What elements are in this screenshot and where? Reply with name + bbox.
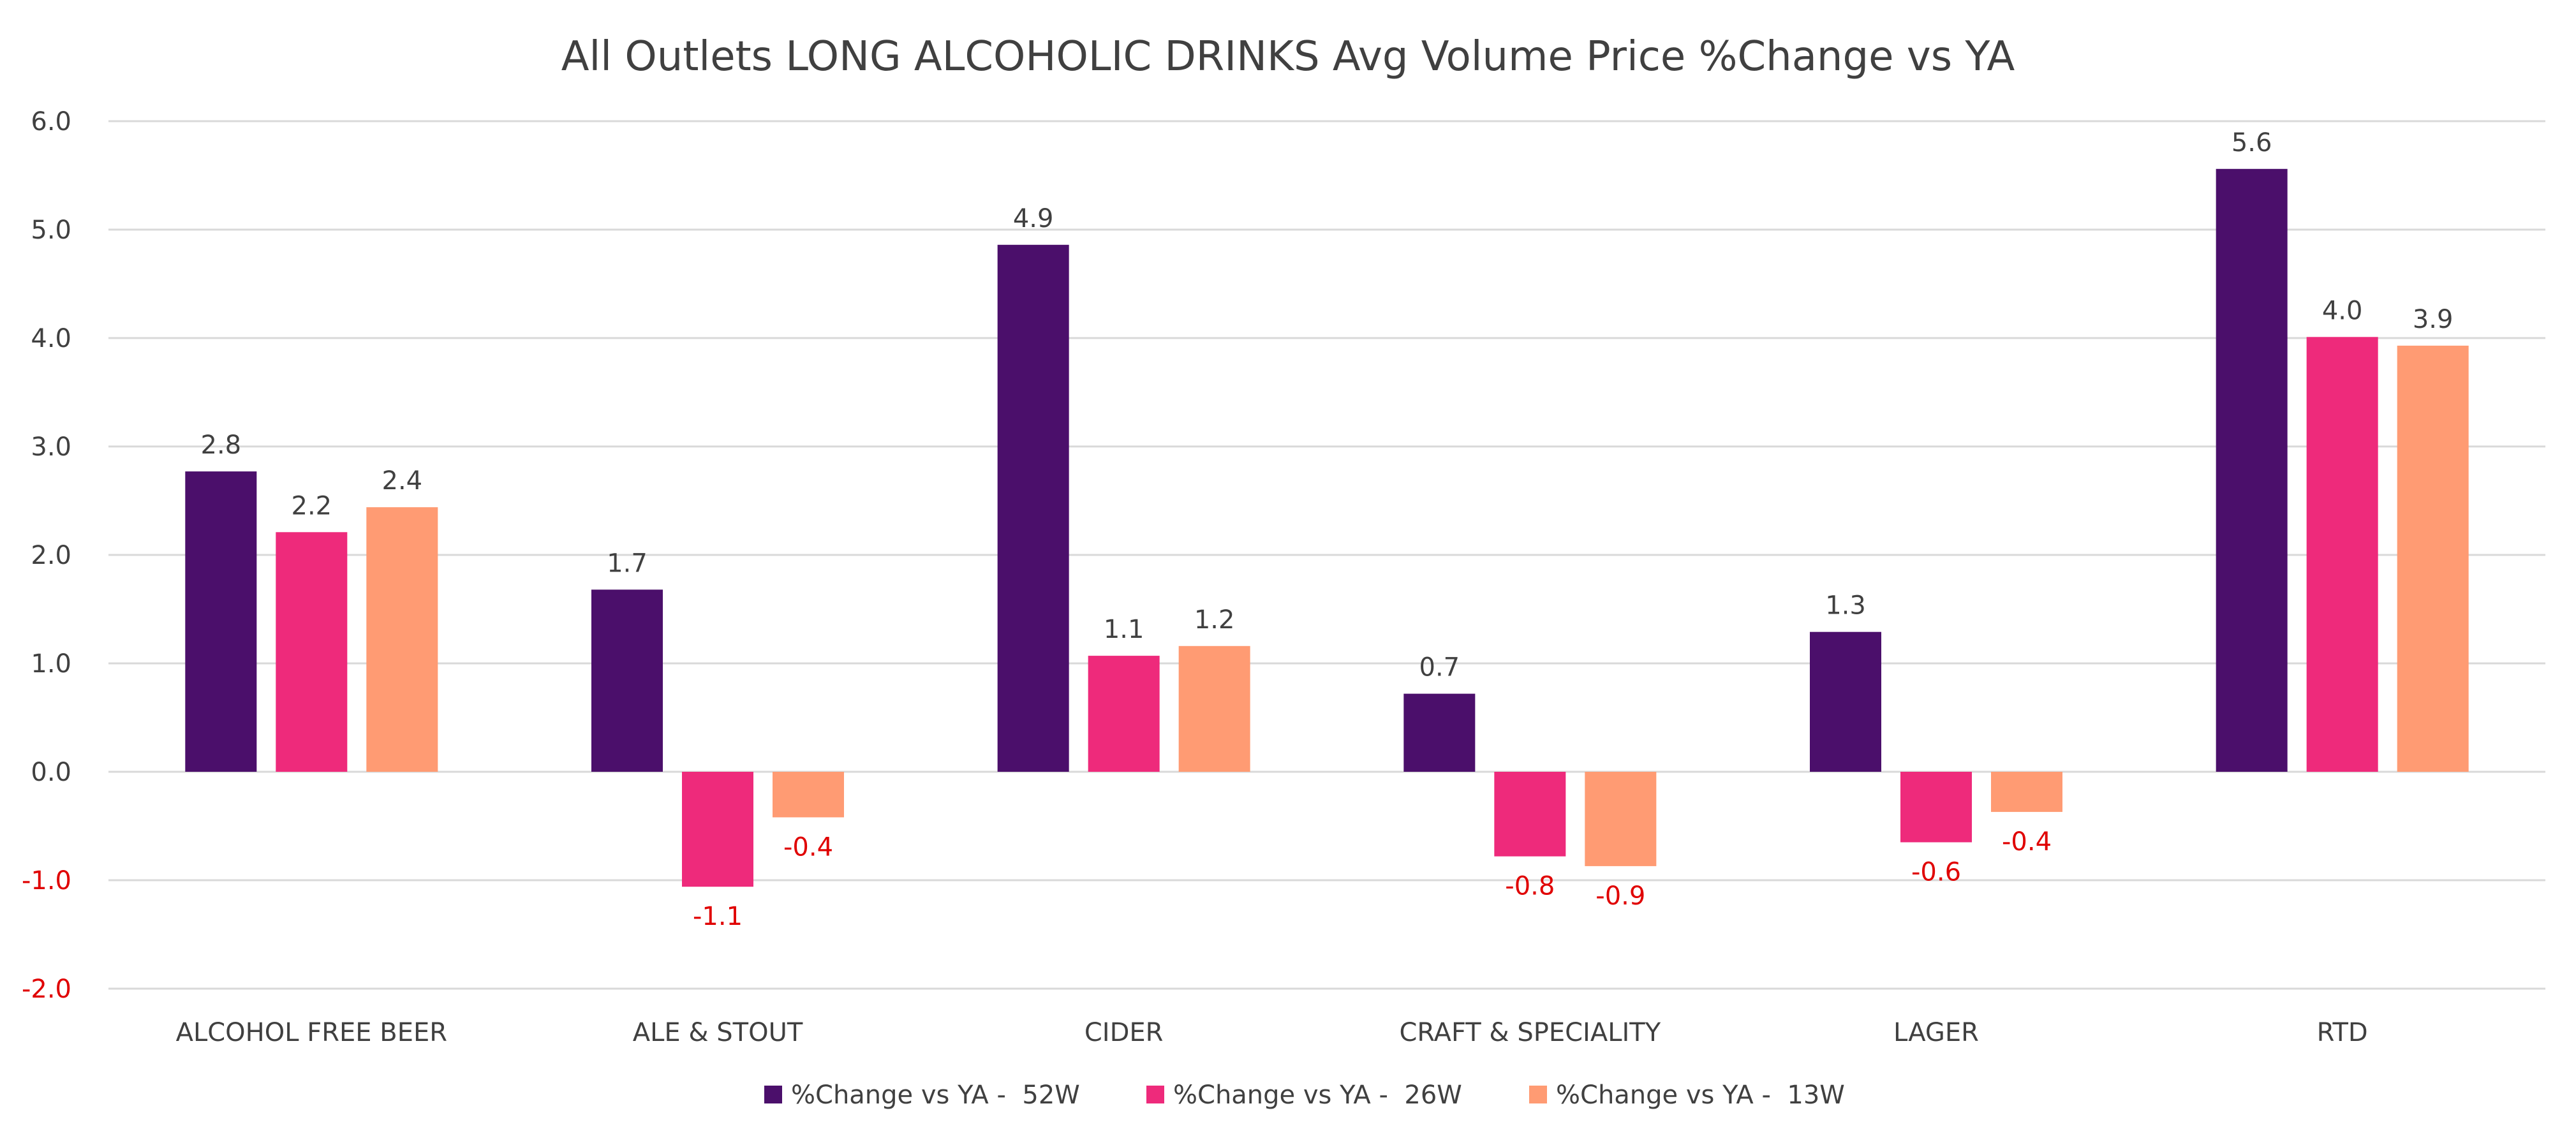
data-label: -0.8 (1505, 872, 1555, 901)
data-label: 2.2 (292, 491, 332, 520)
category-label: RTD (2317, 1018, 2368, 1047)
gridlines (108, 120, 2545, 990)
x-axis-categories: ALCOHOL FREE BEER ALE & STOUT CIDER CRAFT &… (176, 1018, 2368, 1047)
category-label: CIDER (1084, 1018, 1164, 1047)
bar (1991, 772, 2062, 812)
bar (1178, 645, 1250, 772)
bar (1900, 772, 1972, 843)
data-labels: 2.8 2.2 2.4 1.7 -1.1 -0.4 4.9 1.1 1.2 0.7 -0.8 -0.9… (201, 128, 2454, 931)
bar (366, 507, 438, 772)
y-axis-ticks: 6.0 5.0 4.0 3.0 2.0 1.0 0.0 -1.0 -2.0 (22, 107, 71, 1004)
legend-swatch (1146, 1086, 1164, 1103)
y-tick-label: 1.0 (31, 649, 71, 679)
y-tick-label: 0.0 (31, 758, 71, 787)
legend-label: %Change vs YA - 26W (1173, 1081, 1462, 1110)
legend-swatch (764, 1086, 782, 1103)
legend-label: %Change vs YA - 13W (1556, 1081, 1845, 1110)
bar (2216, 168, 2288, 772)
data-label: 1.2 (1194, 605, 1235, 635)
data-label: 1.7 (607, 549, 648, 578)
bar (2397, 345, 2469, 772)
category-label: CRAFT & SPECIALITY (1400, 1018, 1661, 1047)
data-label: 2.8 (201, 431, 242, 460)
bar (773, 772, 844, 818)
bar (1088, 656, 1160, 772)
data-label: 2.4 (382, 466, 423, 496)
data-label: 0.7 (1419, 653, 1460, 682)
bar (1585, 772, 1657, 866)
bar (682, 772, 753, 887)
legend-label: %Change vs YA - 52W (791, 1081, 1080, 1110)
y-tick-label: -1.0 (22, 866, 71, 896)
data-label: 1.3 (1825, 591, 1866, 621)
bar (2306, 337, 2378, 772)
data-label: 3.9 (2413, 305, 2454, 334)
y-tick-label: 2.0 (31, 541, 71, 570)
bar (1494, 772, 1566, 857)
bar (591, 589, 663, 772)
data-label: -0.9 (1595, 882, 1645, 911)
bar (1403, 693, 1476, 772)
bar (276, 532, 348, 772)
y-tick-label: 5.0 (31, 216, 71, 245)
y-tick-label: -2.0 (22, 975, 71, 1004)
data-label: 4.9 (1013, 204, 1054, 233)
data-label: 4.0 (2322, 296, 2363, 325)
chart-title: All Outlets LONG ALCOHOLIC DRINKS Avg Vo… (561, 33, 2015, 80)
y-tick-label: 3.0 (31, 432, 71, 462)
bar (185, 471, 257, 772)
y-tick-label: 6.0 (31, 107, 71, 136)
category-label: LAGER (1893, 1018, 1979, 1047)
data-label: -1.1 (693, 902, 743, 931)
legend-swatch (1529, 1086, 1547, 1103)
category-label: ALCOHOL FREE BEER (176, 1018, 447, 1047)
data-label: 1.1 (1104, 615, 1144, 644)
category-label: ALE & STOUT (633, 1018, 803, 1047)
data-label: -0.4 (783, 832, 833, 862)
legend: %Change vs YA - 52W %Change vs YA - 26W %C… (764, 1081, 1845, 1110)
data-label: -0.4 (2002, 827, 2052, 857)
bar (1810, 631, 1881, 772)
bar (997, 244, 1069, 772)
data-label: 5.6 (2232, 128, 2272, 158)
data-label: -0.6 (1911, 858, 1961, 887)
bars (185, 168, 2469, 887)
y-tick-label: 4.0 (31, 324, 71, 353)
